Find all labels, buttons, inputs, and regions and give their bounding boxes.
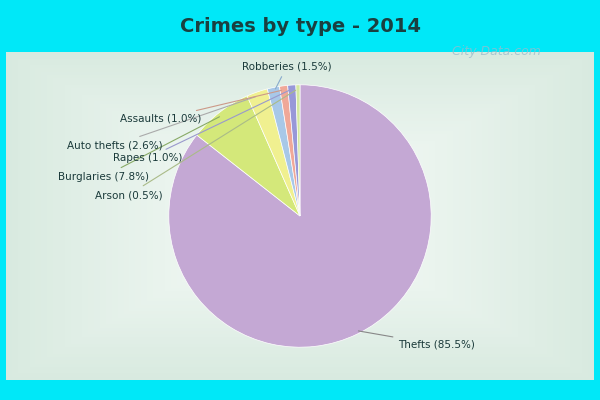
- Text: City-Data.com: City-Data.com: [443, 46, 541, 58]
- Text: Assaults (1.0%): Assaults (1.0%): [120, 90, 281, 124]
- Wedge shape: [280, 85, 300, 216]
- Wedge shape: [287, 85, 300, 216]
- Wedge shape: [268, 86, 300, 216]
- Wedge shape: [169, 85, 431, 347]
- Text: Burglaries (7.8%): Burglaries (7.8%): [58, 117, 220, 182]
- Wedge shape: [197, 96, 300, 216]
- Wedge shape: [296, 85, 300, 216]
- Text: Arson (0.5%): Arson (0.5%): [95, 90, 296, 200]
- Text: Thefts (85.5%): Thefts (85.5%): [358, 331, 475, 350]
- Text: Robberies (1.5%): Robberies (1.5%): [242, 62, 332, 89]
- Text: Rapes (1.0%): Rapes (1.0%): [113, 90, 289, 163]
- Wedge shape: [247, 89, 300, 216]
- Text: Crimes by type - 2014: Crimes by type - 2014: [179, 16, 421, 36]
- Text: Auto thefts (2.6%): Auto thefts (2.6%): [67, 97, 256, 150]
